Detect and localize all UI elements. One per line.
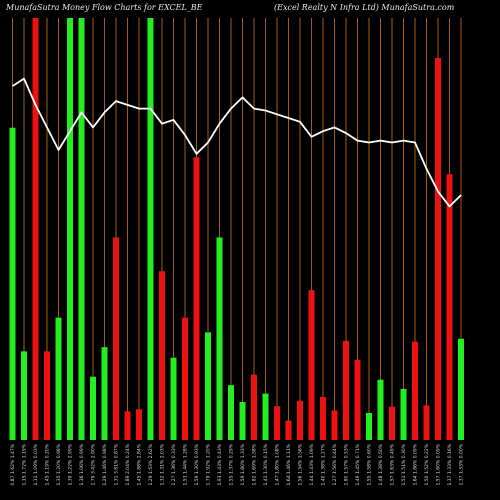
x-tick-label: 1.55 1.37% 0.29%	[229, 443, 235, 485]
x-tick-label: 1.44 1.43% 1.09%	[309, 443, 315, 485]
bar-37	[423, 405, 430, 440]
bar-1	[9, 127, 16, 440]
bar-24	[274, 406, 280, 440]
bar-36	[412, 341, 418, 440]
x-tick-label: 1.29 1.53% 2.62%	[148, 443, 154, 485]
x-tick-label: 1.64 1.46% 1.11%	[286, 443, 292, 485]
x-tick-label: 1.39 1.22% 2.99%	[68, 443, 74, 485]
x-tick-label: 1.45 1.19% 0.20%	[45, 443, 51, 485]
x-tick-label: 1.59 1.80% 1.33%	[240, 443, 246, 485]
bar-25	[285, 420, 292, 440]
x-tick-label: 1.45 1.88% 2.84%	[137, 443, 143, 485]
bar-4	[44, 351, 50, 440]
bar-11	[124, 411, 131, 440]
bar-32	[366, 412, 372, 440]
x-tick-label: 1.37 1.33% 0.00%	[459, 443, 465, 485]
bar-40	[458, 338, 464, 440]
bar-26	[297, 400, 303, 440]
x-tick-label: 1.59 1.30% 0.93%	[194, 443, 200, 485]
x-tick-label-layer: 0.87 1.62% 1.47% 1.15 1.72% 1.19% 1.11 1.0…	[10, 443, 465, 485]
x-tick-label: 1.80 1.57% 0.53%	[344, 443, 350, 485]
chart-title: MunafaSutra Money Flow Charts for EXCEL_…	[5, 3, 203, 12]
x-tick-label: 0.87 1.62% 1.47%	[10, 443, 16, 485]
x-tick-label: 1.64 1.86% 0.09%	[413, 443, 419, 485]
x-tick-label: 1.57 1.63% 0.49%	[390, 443, 396, 485]
line-layer	[12, 77, 462, 208]
x-tick-label: 1.79 1.92% 1.20%	[206, 443, 212, 485]
bar-19	[216, 237, 223, 440]
bar-3	[32, 18, 39, 440]
bar-6	[67, 18, 73, 440]
x-tick-label: 1.50 1.52% 0.22%	[424, 443, 430, 485]
bar-9	[101, 347, 108, 440]
bar-layer	[9, 18, 464, 441]
bar-2	[21, 351, 27, 440]
x-tick-label: 1.36 1.06% 0.99%	[79, 443, 85, 485]
bar-35	[400, 388, 407, 440]
bar-16	[182, 317, 188, 440]
bar-8	[90, 376, 96, 440]
x-tick-label: 1.57 1.60% 0.09%	[436, 443, 442, 485]
x-tick-label: 1.56 1.34% 1.56%	[298, 443, 304, 485]
bar-38	[435, 58, 441, 441]
bar-17	[193, 157, 200, 440]
x-tick-label: 1.35 1.20% 0.98%	[56, 443, 62, 485]
x-tick-label: 1.41 1.30% 0.15%	[263, 443, 269, 485]
bar-18	[205, 332, 211, 440]
x-tick-label: 1.48 1.38% 0.50%	[378, 443, 384, 485]
x-tick-label: 1.40 1.38% 1.27%	[321, 443, 327, 485]
bar-7	[78, 18, 85, 440]
bar-15	[170, 357, 177, 440]
bar-31	[354, 359, 361, 440]
bar-30	[343, 340, 349, 440]
bar-27	[308, 290, 315, 440]
bar-22	[251, 374, 257, 440]
x-tick-label: 1.37 1.33% 0.16%	[447, 443, 453, 485]
bar-13	[147, 18, 154, 440]
x-tick-label: 1.82 1.69% 1.58%	[252, 443, 258, 485]
bar-29	[331, 410, 338, 440]
x-tick-label: 1.93 1.43% 0.43%	[217, 443, 223, 485]
x-tick-label: 1.27 1.56% 0.44%	[332, 443, 338, 485]
x-tick-label: 1.79 3.42% 2.90%	[91, 443, 97, 485]
x-tick-label: 1.32 1.31% 2.03%	[160, 443, 166, 485]
bar-34	[389, 406, 395, 440]
price-line	[12, 77, 462, 208]
x-tick-label: 1.55 1.58% 0.60%	[367, 443, 373, 485]
bar-23	[262, 393, 269, 440]
x-tick-label: 1.49 1.45% 0.71%	[355, 443, 361, 485]
bar-14	[159, 271, 165, 440]
bar-20	[228, 385, 234, 440]
x-tick-label: 1.51 1.51% 0.30%	[401, 443, 407, 485]
chart-subtitle: (Excel Realty N Infra Ltd) MunafaSutra.c…	[274, 3, 455, 12]
bar-12	[136, 409, 142, 440]
x-tick-label: 1.89 2.04% 0.24%	[125, 443, 131, 485]
x-tick-label: 1.31 3.81% 0.87%	[114, 443, 120, 485]
bar-33	[377, 379, 384, 440]
x-tick-label: 1.15 1.72% 1.19%	[22, 443, 28, 485]
x-tick-label: 1.27 1.36% 0.33%	[171, 443, 177, 485]
bar-21	[239, 402, 246, 440]
x-tick-label: 1.47 1.80% 1.08%	[275, 443, 281, 485]
bar-10	[113, 237, 119, 440]
x-tick-label: 1.53 1.44% 1.28%	[183, 443, 189, 485]
x-tick-label: 1.29 1.46% 0.98%	[102, 443, 108, 485]
x-tick-label: 1.11 1.09% 0.03%	[33, 443, 39, 485]
bar-5	[55, 317, 62, 440]
bar-39	[446, 174, 453, 440]
bar-28	[320, 396, 326, 440]
